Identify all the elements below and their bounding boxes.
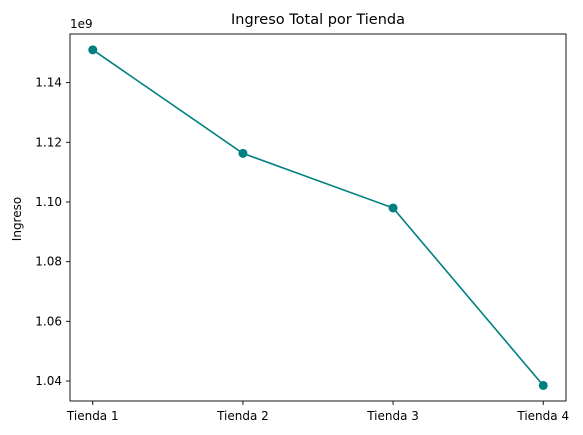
y-tick-label: 1.12 bbox=[35, 135, 62, 149]
y-tick-label: 1.06 bbox=[35, 314, 62, 328]
x-tick-label: Tienda 4 bbox=[516, 409, 569, 423]
series-line bbox=[92, 49, 544, 387]
data-point bbox=[538, 380, 548, 390]
data-point bbox=[388, 203, 398, 213]
x-tick-label: Tienda 2 bbox=[216, 409, 269, 423]
x-tick-label: Tienda 3 bbox=[366, 409, 419, 423]
plot-area: 1.04 1.06 1.08 1.10 1.12 1.14 Tienda 1 Tienda 2… bbox=[35, 33, 569, 423]
y-tick-label: 1.14 bbox=[35, 76, 62, 90]
y-scale-label: 1e9 bbox=[70, 17, 93, 31]
y-tick-label: 1.08 bbox=[35, 255, 62, 269]
data-point bbox=[238, 148, 248, 158]
y-axis-label: Ingreso bbox=[10, 197, 24, 241]
chart-title: Ingreso Total por Tienda bbox=[231, 12, 405, 28]
x-tick-label: Tienda 1 bbox=[66, 409, 119, 423]
y-tick-label: 1.04 bbox=[35, 374, 62, 388]
plot-frame bbox=[69, 33, 567, 402]
data-point bbox=[88, 45, 98, 55]
y-tick-label: 1.10 bbox=[35, 195, 62, 209]
